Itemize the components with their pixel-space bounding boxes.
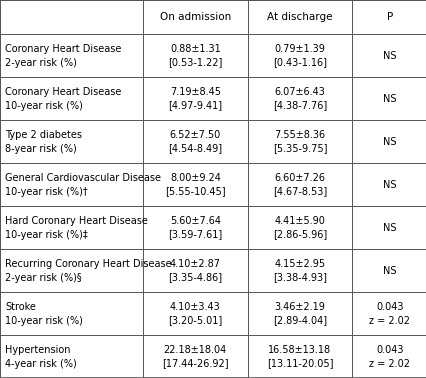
Bar (247, 34, 351, 77)
Text: General Cardiovascular Disease
10-year risk (%)†: General Cardiovascular Disease 10-year r… (5, 172, 161, 197)
Bar (351, 292, 426, 335)
Bar (143, 34, 247, 77)
Text: 4.10±3.43
[3.20-5.01]: 4.10±3.43 [3.20-5.01] (168, 302, 222, 325)
Bar (351, 0, 426, 34)
Bar (0, 0, 143, 34)
Bar (247, 77, 351, 120)
Bar (247, 0, 351, 34)
Bar (143, 163, 247, 206)
Bar (247, 292, 351, 335)
Text: Type 2 diabetes
8-year risk (%): Type 2 diabetes 8-year risk (%) (5, 130, 82, 153)
Text: 16.58±13.18
[13.11-20.05]: 16.58±13.18 [13.11-20.05] (266, 344, 332, 369)
Text: 5.60±7.64
[3.59-7.61]: 5.60±7.64 [3.59-7.61] (168, 215, 222, 240)
Bar (247, 163, 351, 206)
Text: 4.41±5.90
[2.86-5.96]: 4.41±5.90 [2.86-5.96] (272, 215, 326, 240)
Text: 0.043
z = 2.02: 0.043 z = 2.02 (368, 344, 409, 369)
Text: Coronary Heart Disease
10-year risk (%): Coronary Heart Disease 10-year risk (%) (5, 87, 121, 110)
Text: NS: NS (382, 180, 395, 189)
Bar (0, 249, 143, 292)
Text: 3.46±2.19
[2.89-4.04]: 3.46±2.19 [2.89-4.04] (272, 302, 326, 325)
Text: 4.15±2.95
[3.38-4.93]: 4.15±2.95 [3.38-4.93] (272, 259, 326, 282)
Text: On admission: On admission (159, 12, 230, 22)
Text: NS: NS (382, 223, 395, 232)
Text: Stroke
10-year risk (%): Stroke 10-year risk (%) (5, 302, 83, 325)
Text: NS: NS (382, 265, 395, 276)
Bar (143, 77, 247, 120)
Bar (247, 335, 351, 378)
Bar (247, 206, 351, 249)
Text: NS: NS (382, 136, 395, 147)
Text: 0.79±1.39
[0.43-1.16]: 0.79±1.39 [0.43-1.16] (272, 43, 326, 68)
Bar (143, 335, 247, 378)
Bar (351, 163, 426, 206)
Bar (351, 120, 426, 163)
Text: Recurring Coronary Heart Disease
2-year risk (%)§: Recurring Coronary Heart Disease 2-year … (5, 259, 171, 282)
Bar (247, 120, 351, 163)
Bar (247, 249, 351, 292)
Bar (143, 206, 247, 249)
Bar (0, 206, 143, 249)
Bar (0, 120, 143, 163)
Bar (351, 206, 426, 249)
Text: 0.88±1.31
[0.53-1.22]: 0.88±1.31 [0.53-1.22] (168, 43, 222, 68)
Text: Hypertension
4-year risk (%): Hypertension 4-year risk (%) (5, 344, 77, 369)
Text: 7.19±8.45
[4.97-9.41]: 7.19±8.45 [4.97-9.41] (168, 87, 222, 110)
Bar (0, 335, 143, 378)
Bar (0, 77, 143, 120)
Text: Coronary Heart Disease
2-year risk (%): Coronary Heart Disease 2-year risk (%) (5, 43, 121, 68)
Bar (351, 77, 426, 120)
Bar (0, 34, 143, 77)
Text: At discharge: At discharge (267, 12, 332, 22)
Text: P: P (386, 12, 392, 22)
Text: 6.60±7.26
[4.67-8.53]: 6.60±7.26 [4.67-8.53] (272, 172, 326, 197)
Text: 7.55±8.36
[5.35-9.75]: 7.55±8.36 [5.35-9.75] (272, 130, 326, 153)
Text: NS: NS (382, 51, 395, 60)
Text: 4.10±2.87
[3.35-4.86]: 4.10±2.87 [3.35-4.86] (168, 259, 222, 282)
Bar (351, 34, 426, 77)
Bar (351, 335, 426, 378)
Text: 8.00±9.24
[5.55-10.45]: 8.00±9.24 [5.55-10.45] (165, 172, 225, 197)
Bar (143, 249, 247, 292)
Text: 0.043
z = 2.02: 0.043 z = 2.02 (368, 302, 409, 325)
Bar (143, 292, 247, 335)
Text: 22.18±18.04
[17.44-26.92]: 22.18±18.04 [17.44-26.92] (161, 344, 228, 369)
Text: 6.52±7.50
[4.54-8.49]: 6.52±7.50 [4.54-8.49] (168, 130, 222, 153)
Text: 6.07±6.43
[4.38-7.76]: 6.07±6.43 [4.38-7.76] (272, 87, 326, 110)
Text: Hard Coronary Heart Disease
10-year risk (%)‡: Hard Coronary Heart Disease 10-year risk… (5, 215, 148, 240)
Bar (143, 0, 247, 34)
Bar (0, 163, 143, 206)
Text: NS: NS (382, 93, 395, 104)
Bar (0, 292, 143, 335)
Bar (351, 249, 426, 292)
Bar (143, 120, 247, 163)
